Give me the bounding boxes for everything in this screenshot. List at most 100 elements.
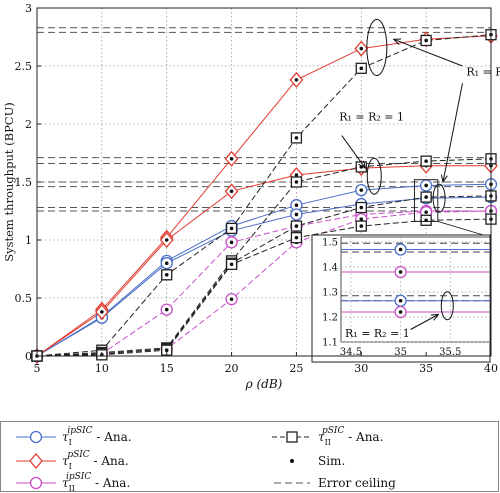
inset-annotation-label: R₁ = R₂ = 1 [345, 327, 410, 340]
sim-point [294, 180, 299, 184]
series-line [36, 35, 492, 357]
inset-y-tick-label: 1.4 [322, 263, 338, 274]
series-mag1 [36, 210, 491, 357]
y-tick-label: 2.5 [15, 60, 33, 73]
sim-point [164, 261, 169, 266]
legend-label: Sim. [318, 454, 345, 468]
sim-point [359, 224, 364, 228]
series-line [36, 34, 492, 357]
inset-x-tick-label: 34.5 [340, 347, 362, 358]
legend-item-3: τIpSIC - Ana. [16, 450, 129, 471]
legend-marker-icon [29, 430, 43, 444]
sim-point [359, 165, 364, 169]
sim-point [359, 66, 364, 71]
inset-x-tick-label: 35 [394, 347, 407, 358]
inset-frame [340, 236, 491, 343]
legend-item-6: Error ceiling [274, 476, 396, 490]
inset-sim-point [398, 270, 403, 274]
legend-marker-icon [29, 453, 43, 469]
sim-point [229, 297, 234, 301]
sim-point [294, 224, 299, 228]
y-tick-label: 1.5 [15, 176, 33, 189]
inset-sim-point [398, 247, 403, 252]
sim-point [294, 212, 299, 217]
sim-point [229, 262, 234, 267]
x-tick-label: 30 [354, 362, 368, 375]
ellipse-r2-bottom [432, 183, 446, 213]
x-tick-label: 40 [484, 362, 498, 375]
inset-arrow [410, 315, 439, 330]
legend-label: Error ceiling [318, 476, 396, 490]
inset-x-tick-label: 35.5 [439, 347, 461, 358]
x-tick-label: 20 [225, 362, 239, 375]
sim-point [424, 183, 428, 188]
series-red1 [36, 35, 492, 357]
legend: τIipSIC - Ana. τIIpSIC - Ana. τIpSIC - Ana… [0, 421, 499, 493]
y-tick-label: 0.5 [15, 292, 33, 305]
y-tick-label: 1 [25, 234, 32, 247]
arrow-r1 [341, 135, 365, 168]
sim-point [229, 157, 234, 161]
annotations: R₁ = R₂ = 2 R₁ = R₂ = 1 [339, 18, 500, 222]
x-tick-label: 10 [95, 362, 109, 375]
inset-y-tick-label: 1.5 [322, 238, 338, 249]
sim-point [359, 188, 364, 192]
legend-marker-icon [29, 476, 43, 490]
sim-point [424, 195, 428, 199]
inset-sim-point [398, 298, 403, 303]
y-tick-label: 2 [25, 118, 32, 131]
inset-plot: 34.5 35 35.5 1.1 1.2 1.3 1.4 1.5 R₁ = R₂ = 1 [311, 221, 491, 363]
sim-point [164, 307, 169, 312]
sim-point [294, 136, 299, 140]
series-blue1 [36, 183, 492, 357]
series-line [36, 195, 492, 357]
inset-ellipse [440, 291, 454, 321]
series-line [36, 210, 491, 357]
legend-item-5: τIIipSIC - Ana. [16, 472, 130, 493]
x-axis-label: ρ (dB) [245, 377, 283, 391]
ellipse-r1 [366, 157, 382, 195]
inset-sim-point [398, 310, 403, 314]
sim-point [229, 240, 234, 245]
annotation-label-1: R₁ = R₂ = 2 [466, 65, 500, 78]
sim-point [229, 189, 234, 194]
legend-label: τIIipSIC - Ana. [62, 472, 130, 493]
sim-point [164, 273, 169, 277]
series-line [36, 183, 492, 357]
x-tick-label: 5 [34, 362, 41, 375]
inset-y-tick-label: 1.1 [322, 338, 338, 349]
series-blk2 [36, 158, 492, 357]
sim-point [424, 210, 428, 214]
sim-point [359, 217, 364, 221]
sim-point [164, 348, 169, 353]
sim-point [359, 46, 364, 51]
series-blk3 [36, 195, 492, 357]
arrow-r2-top [394, 39, 463, 67]
sim-point [294, 78, 299, 82]
legend-item-2: τIIpSIC - Ana. [272, 426, 383, 447]
sim-point [294, 173, 299, 177]
legend-label: τIpSIC - Ana. [62, 450, 129, 471]
ellipse-r2-top [366, 18, 388, 76]
sim-point [100, 310, 104, 314]
series-line [36, 158, 492, 357]
sim-point [294, 235, 299, 240]
legend-dot-icon [290, 459, 294, 463]
sim-point [294, 203, 299, 207]
sim-point [164, 238, 169, 242]
legend-item-4: Sim. [290, 454, 345, 468]
y-tick-label: 3 [25, 2, 32, 15]
x-tick-label: 15 [160, 362, 174, 375]
arrow-r2-bottom [443, 83, 463, 182]
sim-point [424, 159, 428, 163]
legend-item-1: τIipSIC - Ana. [16, 426, 132, 447]
legend-box [0, 421, 499, 492]
legend-label: τIipSIC - Ana. [62, 426, 132, 447]
y-tick-label: 0 [25, 350, 32, 363]
y-axis-label: System throughput (BPCU) [2, 102, 16, 262]
sim-point [229, 226, 234, 231]
sim-point [359, 205, 364, 210]
zoom-box [413, 179, 439, 222]
x-tick-label: 35 [419, 362, 433, 375]
